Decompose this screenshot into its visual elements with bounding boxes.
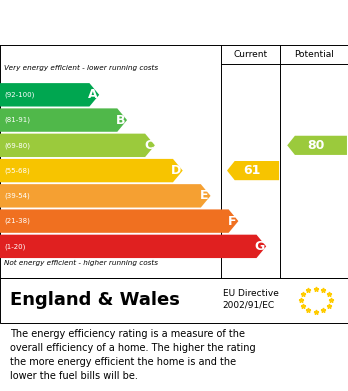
FancyArrow shape: [0, 134, 155, 157]
Text: (92-100): (92-100): [4, 91, 34, 98]
Text: Very energy efficient - lower running costs: Very energy efficient - lower running co…: [4, 65, 158, 71]
Text: D: D: [171, 164, 181, 177]
Text: Not energy efficient - higher running costs: Not energy efficient - higher running co…: [4, 260, 158, 266]
Text: (81-91): (81-91): [4, 117, 30, 123]
Text: (1-20): (1-20): [4, 243, 25, 249]
Text: Potential: Potential: [294, 50, 334, 59]
FancyArrow shape: [0, 235, 266, 258]
Text: EU Directive
2002/91/EC: EU Directive 2002/91/EC: [223, 289, 279, 310]
Text: (69-80): (69-80): [4, 142, 30, 149]
Text: Energy Efficiency Rating: Energy Efficiency Rating: [9, 16, 219, 31]
Text: (21-38): (21-38): [4, 218, 30, 224]
FancyArrow shape: [287, 136, 347, 155]
Text: England & Wales: England & Wales: [10, 291, 180, 309]
FancyArrow shape: [0, 83, 99, 106]
FancyArrow shape: [0, 210, 238, 233]
Text: (39-54): (39-54): [4, 193, 30, 199]
FancyArrow shape: [0, 108, 127, 132]
Text: 61: 61: [244, 164, 261, 177]
FancyArrow shape: [0, 159, 183, 182]
Text: Current: Current: [234, 50, 268, 59]
FancyArrow shape: [227, 161, 279, 180]
Text: (55-68): (55-68): [4, 167, 30, 174]
Text: A: A: [88, 88, 97, 101]
Text: C: C: [144, 139, 153, 152]
Text: F: F: [228, 215, 237, 228]
Text: The energy efficiency rating is a measure of the
overall efficiency of a home. T: The energy efficiency rating is a measur…: [10, 329, 256, 381]
FancyArrow shape: [0, 184, 211, 208]
Text: 80: 80: [307, 139, 324, 152]
Text: E: E: [200, 189, 209, 203]
Text: B: B: [116, 113, 125, 127]
Text: G: G: [254, 240, 264, 253]
